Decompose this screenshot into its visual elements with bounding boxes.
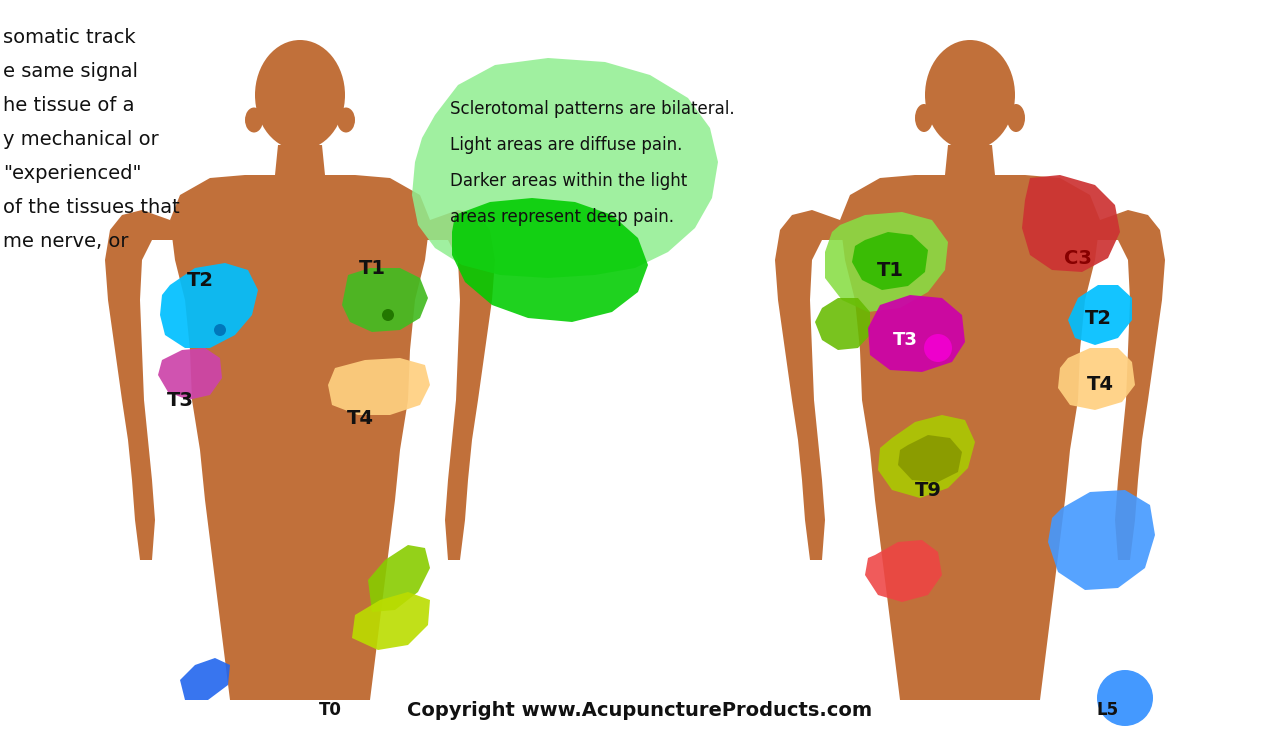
Polygon shape [369, 545, 430, 612]
Text: e same signal: e same signal [3, 62, 138, 81]
Ellipse shape [1007, 104, 1025, 132]
Polygon shape [878, 415, 975, 498]
Polygon shape [815, 298, 870, 350]
Polygon shape [170, 175, 430, 700]
Polygon shape [826, 212, 948, 312]
Polygon shape [774, 210, 861, 560]
Polygon shape [865, 540, 942, 602]
Text: T4: T4 [347, 409, 374, 427]
Ellipse shape [337, 108, 355, 133]
Polygon shape [157, 348, 221, 400]
Polygon shape [899, 435, 963, 482]
Circle shape [214, 324, 227, 336]
Polygon shape [105, 210, 192, 560]
Polygon shape [352, 592, 430, 650]
Polygon shape [852, 232, 928, 290]
Polygon shape [1068, 285, 1132, 345]
Polygon shape [1059, 348, 1135, 410]
Polygon shape [452, 198, 648, 322]
Polygon shape [160, 263, 259, 348]
Text: T4: T4 [1087, 376, 1114, 395]
Circle shape [1097, 670, 1153, 726]
Text: T9: T9 [915, 480, 941, 500]
Polygon shape [1078, 210, 1165, 560]
Polygon shape [328, 358, 430, 415]
Ellipse shape [915, 104, 933, 132]
Polygon shape [1021, 175, 1120, 272]
Text: L5: L5 [1097, 701, 1119, 719]
Text: T3: T3 [166, 390, 193, 410]
Ellipse shape [925, 40, 1015, 150]
Ellipse shape [244, 108, 262, 133]
Polygon shape [945, 145, 995, 175]
Text: "experienced": "experienced" [3, 164, 142, 183]
Text: somatic track: somatic track [3, 28, 136, 47]
Text: y mechanical or: y mechanical or [3, 130, 159, 149]
Text: areas represent deep pain.: areas represent deep pain. [451, 208, 675, 226]
Text: T0: T0 [319, 701, 342, 719]
Polygon shape [1048, 490, 1155, 590]
Text: of the tissues that: of the tissues that [3, 198, 179, 217]
Polygon shape [868, 295, 965, 372]
Text: me nerve, or: me nerve, or [3, 232, 128, 251]
Polygon shape [180, 658, 230, 700]
Polygon shape [342, 268, 428, 332]
Text: Darker areas within the light: Darker areas within the light [451, 172, 687, 190]
Polygon shape [408, 210, 495, 560]
Text: Sclerotomal patterns are bilateral.: Sclerotomal patterns are bilateral. [451, 100, 735, 118]
Polygon shape [275, 145, 325, 175]
Text: C3: C3 [1064, 249, 1092, 267]
Text: Light areas are diffuse pain.: Light areas are diffuse pain. [451, 136, 682, 154]
Text: T1: T1 [358, 258, 385, 277]
Polygon shape [840, 175, 1100, 700]
Text: he tissue of a: he tissue of a [3, 96, 134, 115]
Text: Copyright www.AcupunctureProducts.com: Copyright www.AcupunctureProducts.com [407, 701, 873, 720]
Polygon shape [412, 58, 718, 278]
Text: T2: T2 [1084, 308, 1111, 328]
Text: T2: T2 [187, 271, 214, 289]
Circle shape [381, 309, 394, 321]
Circle shape [924, 334, 952, 362]
Ellipse shape [255, 40, 346, 150]
Text: T1: T1 [877, 261, 904, 280]
Text: T3: T3 [892, 331, 918, 349]
